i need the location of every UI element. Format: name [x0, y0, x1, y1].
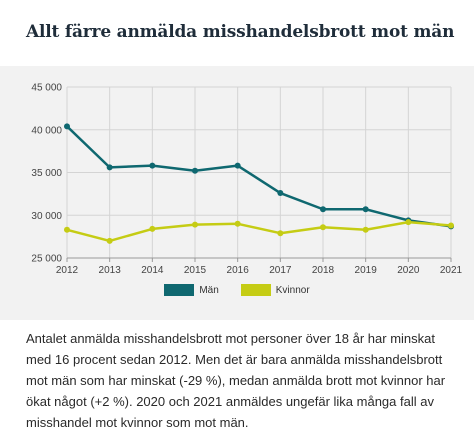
data-point-kvinnor: [106, 237, 113, 244]
legend-swatch: [164, 284, 195, 296]
y-tick-label: 45 000: [31, 83, 62, 94]
data-point-kvinnor: [405, 219, 412, 226]
legend-item[interactable]: Män: [164, 284, 219, 296]
x-tick-label: 2016: [227, 265, 250, 276]
y-tick-label: 25 000: [31, 254, 62, 265]
data-point-kvinnor: [448, 222, 454, 229]
data-point-m-n: [64, 123, 70, 130]
data-point-kvinnor: [149, 225, 156, 232]
data-point-m-n: [106, 164, 113, 171]
data-point-m-n: [234, 162, 241, 169]
x-tick-label: 2017: [269, 265, 292, 276]
data-point-kvinnor: [192, 221, 198, 228]
chart-title: Allt färre anmälda misshandelsbrott mot …: [26, 22, 455, 42]
x-tick-label: 2019: [355, 265, 378, 276]
x-tick-label: 2020: [397, 265, 420, 276]
data-point-m-n: [192, 167, 198, 174]
legend-label: Kvinnor: [275, 284, 310, 296]
chart-description: Antalet anmälda misshandelsbrott mot per…: [26, 331, 446, 430]
line-chart: 25 000 30 000 35 000 40 000 45 000 2012 2013 20…: [31, 83, 462, 277]
series-lines: [64, 123, 454, 244]
data-point-kvinnor: [362, 226, 369, 233]
data-point-kvinnor: [320, 224, 326, 231]
x-tick-label: 2015: [184, 265, 207, 276]
x-tick-label: 2012: [56, 265, 79, 276]
series-line-kvinnor: [66, 220, 452, 243]
data-point-kvinnor: [64, 226, 70, 233]
data-point-m-n: [320, 206, 326, 213]
x-tick-label: 2014: [141, 265, 164, 276]
legend-item[interactable]: Kvinnor: [240, 284, 310, 296]
series-line-m-n: [66, 125, 452, 228]
x-tick-label: 2013: [99, 265, 122, 276]
axis-labels: 25 000 30 000 35 000 40 000 45 000 2012 2013 20…: [31, 83, 462, 277]
x-tick-label: 2021: [440, 265, 463, 276]
chart-panel: 25 000 30 000 35 000 40 000 45 000 2012 2013 20…: [0, 66, 474, 320]
chart-legend: Män Kvinnor: [0, 284, 474, 296]
y-tick-label: 35 000: [31, 168, 62, 179]
legend-label: Män: [199, 284, 219, 296]
y-tick-label: 40 000: [31, 125, 62, 136]
legend-swatch: [240, 284, 271, 296]
data-point-m-n: [277, 190, 284, 197]
data-point-m-n: [149, 162, 156, 169]
y-tick-label: 30 000: [31, 211, 62, 222]
data-point-kvinnor: [277, 230, 284, 237]
data-point-kvinnor: [234, 220, 241, 227]
grid-lines: [66, 86, 452, 262]
x-tick-label: 2018: [312, 265, 335, 276]
data-point-m-n: [362, 206, 369, 213]
